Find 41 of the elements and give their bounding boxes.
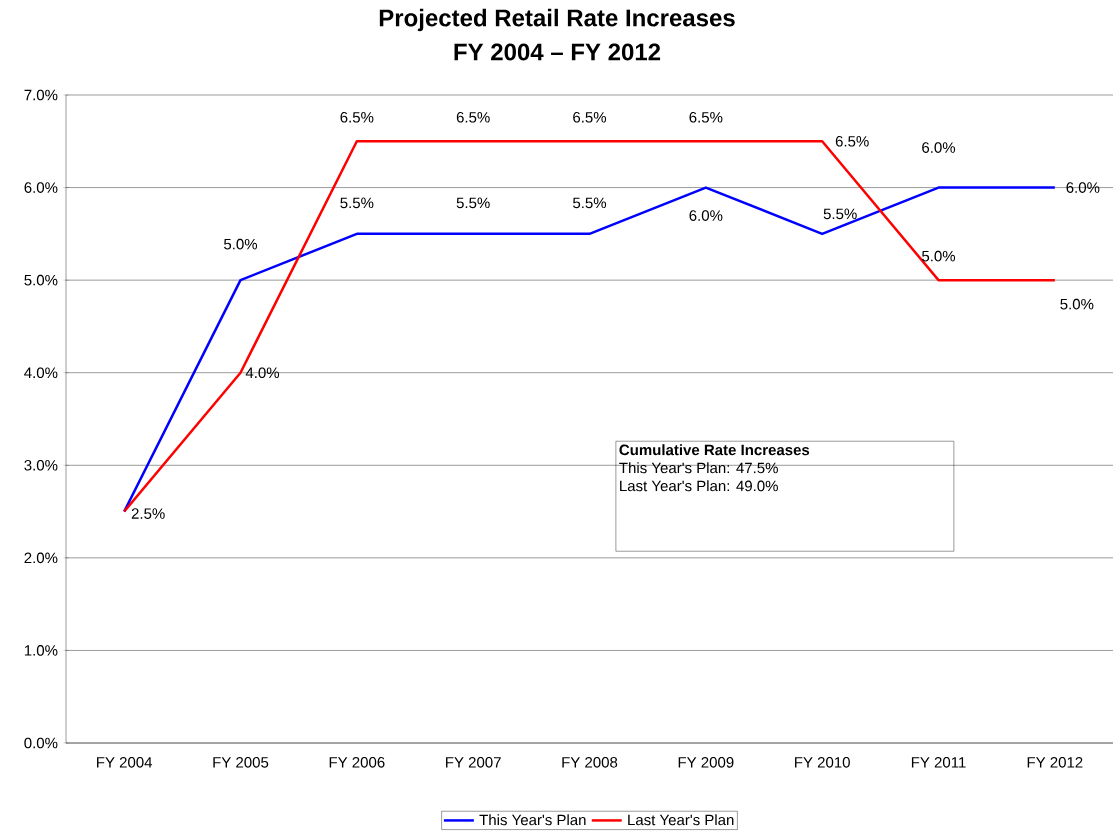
data-label: 6.0%	[922, 142, 956, 153]
data-label: 6.5%	[456, 111, 490, 123]
x-tick-label: FY 2008	[562, 757, 618, 768]
data-label: 5.0%	[922, 250, 956, 262]
x-tick-label: FY 2004	[97, 757, 153, 768]
chart-subtitle: FY 2004 – FY 2012	[454, 43, 661, 61]
legend-label: This Year's Plan	[479, 814, 586, 826]
data-label: 6.5%	[835, 135, 869, 147]
y-tick-label: 2.0%	[24, 552, 58, 564]
y-tick-label: 4.0%	[24, 367, 58, 379]
data-label: 6.0%	[689, 210, 723, 221]
x-tick-label: FY 2012	[1027, 757, 1083, 768]
data-label: 5.5%	[340, 197, 374, 209]
y-tick-label: 5.0%	[24, 274, 58, 286]
y-tick-label: 6.0%	[24, 182, 58, 193]
data-label: 2.5%	[131, 508, 165, 519]
data-label: 5.0%	[1060, 298, 1094, 310]
y-tick-label: 3.0%	[24, 459, 58, 471]
x-tick-label: FY 2010	[795, 757, 850, 768]
x-tick-label: FY 2011	[911, 757, 966, 768]
data-label: 5.5%	[823, 208, 857, 220]
data-label: 5.5%	[456, 197, 490, 209]
x-tick-label: FY 2007	[446, 757, 501, 768]
x-tick-label: FY 2005	[213, 757, 269, 768]
x-tick-label: FY 2009	[678, 757, 734, 768]
data-label: 6.0%	[1066, 182, 1100, 193]
data-label: 5.5%	[573, 197, 607, 209]
annotation: This Year's Plan: 47.5%	[619, 462, 778, 474]
y-tick-label: 0.0%	[24, 737, 58, 749]
annotation: Last Year's Plan: 49.0%	[620, 480, 778, 492]
y-tick-label: 7.0%	[24, 89, 58, 101]
data-label: 6.5%	[340, 111, 374, 123]
data-label: 6.5%	[689, 111, 723, 123]
legend-label: Last Year's Plan	[628, 814, 734, 826]
data-label: 4.0%	[245, 367, 280, 379]
data-label: 6.5%	[573, 111, 607, 123]
chart-title: Projected Retail Rate Increases	[379, 8, 735, 32]
y-tick-label: 1.0%	[24, 645, 58, 656]
annotation: Cumulative Rate Increases	[619, 444, 810, 456]
data-label: 5.0%	[224, 238, 258, 250]
x-tick-label: FY 2006	[329, 757, 385, 768]
